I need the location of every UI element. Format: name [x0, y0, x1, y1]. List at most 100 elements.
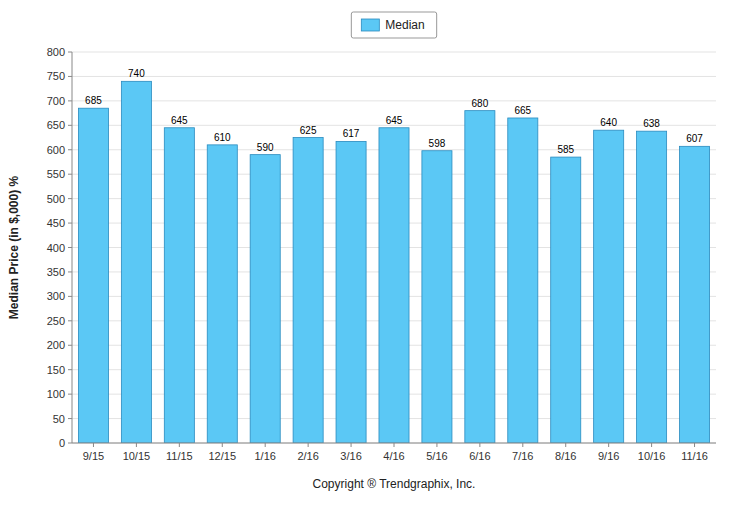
- tick-label: 11/16: [681, 450, 708, 462]
- tick-label: 700: [47, 95, 65, 107]
- tick-mark: [68, 174, 72, 175]
- x-axis: 9/1510/1511/1512/151/162/163/164/165/166…: [83, 443, 708, 462]
- tick-mark: [694, 443, 695, 447]
- bar: [594, 130, 624, 443]
- tick-mark: [68, 271, 72, 272]
- tick-mark: [68, 223, 72, 224]
- tick-label: 500: [47, 193, 65, 205]
- tick-label: 12/15: [209, 450, 237, 462]
- tick-label: 250: [47, 315, 65, 327]
- data-label: 610: [214, 132, 231, 143]
- legend: Median: [351, 12, 436, 38]
- tick-label: 400: [47, 242, 65, 254]
- bar: [508, 118, 538, 443]
- tick-label: 6/16: [469, 450, 490, 462]
- tick-mark: [68, 52, 72, 53]
- bar: [680, 146, 710, 443]
- tick-mark: [608, 443, 609, 447]
- tick-label: 8/16: [555, 450, 576, 462]
- grid: [72, 52, 716, 443]
- tick-mark: [68, 320, 72, 321]
- tick-label: 800: [47, 46, 65, 58]
- y-axis-label: Median Price (in $,000) %: [7, 175, 21, 319]
- tick-mark: [522, 443, 523, 447]
- tick-mark: [93, 443, 94, 447]
- bar: [422, 151, 452, 443]
- bar: [78, 108, 108, 443]
- tick-label: 11/15: [166, 450, 193, 462]
- tick-mark: [394, 443, 395, 447]
- data-label: 638: [643, 118, 660, 129]
- bar: [551, 157, 581, 443]
- bar: [121, 81, 151, 443]
- tick-mark: [265, 443, 266, 447]
- tick-mark: [68, 296, 72, 297]
- tick-label: 100: [47, 388, 65, 400]
- tick-mark: [436, 443, 437, 447]
- tick-label: 9/16: [598, 450, 619, 462]
- bar: [207, 145, 237, 443]
- tick-label: 2/16: [297, 450, 318, 462]
- tick-label: 50: [53, 413, 65, 425]
- chart: 0 50 100 150 200 250 300 350 400 450 500 550 600 650 7…: [0, 0, 732, 505]
- tick-mark: [68, 394, 72, 395]
- tick-mark: [68, 369, 72, 370]
- tick-label: 550: [47, 168, 65, 180]
- x-axis-label: Copyright ® Trendgraphix, Inc.: [313, 477, 476, 491]
- tick-mark: [565, 443, 566, 447]
- data-label: 740: [128, 68, 145, 79]
- tick-label: 7/16: [512, 450, 533, 462]
- tick-label: 1/16: [254, 450, 275, 462]
- tick-mark: [179, 443, 180, 447]
- tick-mark: [68, 100, 72, 101]
- tick-mark: [308, 443, 309, 447]
- data-label: 625: [300, 125, 317, 136]
- data-label: 585: [557, 144, 574, 155]
- data-label: 617: [343, 128, 360, 139]
- bar: [250, 155, 280, 443]
- data-label: 645: [171, 115, 188, 126]
- tick-mark: [68, 149, 72, 150]
- tick-label: 150: [47, 364, 65, 376]
- legend-swatch: [361, 19, 379, 31]
- bar: [336, 141, 366, 443]
- data-label: 680: [472, 98, 489, 109]
- tick-mark: [68, 345, 72, 346]
- grid-line: [72, 100, 716, 101]
- grid-line: [72, 52, 716, 53]
- tick-mark: [222, 443, 223, 447]
- data-label: 685: [85, 95, 102, 106]
- tick-label: 10/16: [638, 450, 666, 462]
- background: [0, 0, 732, 505]
- data-label: 645: [386, 115, 403, 126]
- y-axis: 0 50 100 150 200 250 300 350 400 450 500 550 600 650 7…: [47, 46, 72, 449]
- tick-label: 750: [47, 70, 65, 82]
- tick-label: 350: [47, 266, 65, 278]
- tick-label: 300: [47, 290, 65, 302]
- chart-container: 0 50 100 150 200 250 300 350 400 450 500 550 600 650 7…: [0, 0, 732, 505]
- data-label: 598: [429, 138, 446, 149]
- tick-mark: [68, 418, 72, 419]
- tick-mark: [68, 247, 72, 248]
- tick-label: 450: [47, 217, 65, 229]
- bar: [293, 138, 323, 443]
- data-label: 640: [600, 117, 617, 128]
- tick-label: 600: [47, 144, 65, 156]
- bar: [465, 111, 495, 443]
- data-label: 607: [686, 133, 703, 144]
- data-label: 590: [257, 142, 274, 153]
- tick-label: 9/15: [83, 450, 104, 462]
- legend-frame: [351, 12, 436, 38]
- legend-label: Median: [385, 18, 424, 32]
- tick-label: 4/16: [383, 450, 404, 462]
- tick-mark: [651, 443, 652, 447]
- tick-label: 650: [47, 119, 65, 131]
- tick-label: 0: [59, 437, 65, 449]
- data-label: 665: [514, 105, 531, 116]
- tick-label: 200: [47, 339, 65, 351]
- tick-mark: [68, 76, 72, 77]
- bar: [164, 128, 194, 443]
- bar: [637, 131, 667, 443]
- grid-line: [72, 76, 716, 77]
- tick-label: 3/16: [340, 450, 361, 462]
